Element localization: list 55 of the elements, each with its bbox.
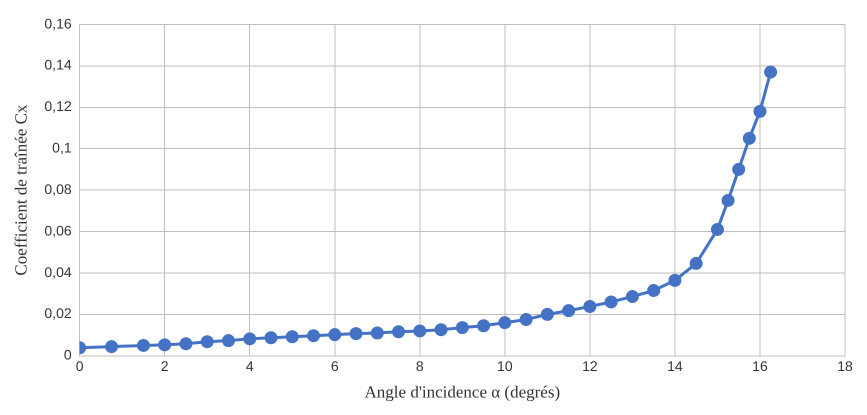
x-tick-label: 0 (76, 358, 84, 374)
point (764, 66, 778, 79)
point (626, 290, 639, 304)
point (498, 316, 512, 330)
y-tick-label: 0,14 (44, 56, 72, 73)
x-tick-label: 14 (667, 358, 683, 374)
point (328, 328, 342, 342)
point (722, 194, 735, 207)
point (647, 284, 660, 298)
point (668, 274, 682, 287)
point (350, 327, 363, 340)
y-tick-label: 0,04 (44, 264, 72, 280)
point (520, 313, 533, 326)
point (243, 332, 256, 346)
point (753, 104, 766, 118)
point (392, 325, 406, 338)
point (583, 300, 596, 314)
point (434, 323, 448, 336)
x-tick-label: 6 (330, 358, 339, 374)
x-tick-label: 2 (160, 358, 169, 374)
point (179, 337, 192, 350)
point (690, 256, 703, 270)
point (732, 162, 746, 176)
point (158, 338, 172, 352)
point (540, 308, 554, 321)
point (477, 319, 490, 332)
x-tick-label: 12 (582, 358, 598, 374)
x-tick-label: 10 (497, 358, 513, 374)
y-axis-title: Coefficient de traînée Cx (12, 104, 31, 276)
point (742, 132, 756, 145)
point (370, 326, 384, 340)
point (307, 329, 320, 342)
point (264, 331, 278, 344)
x-tick-label: 16 (752, 358, 768, 374)
x-tick-label: 4 (246, 358, 254, 374)
y-tick-label: 0,08 (44, 180, 72, 197)
x-tick-label: 8 (416, 358, 424, 374)
point (286, 330, 299, 344)
y-tick-label: 0,06 (44, 222, 72, 238)
point (456, 321, 469, 334)
point (136, 338, 150, 352)
point (710, 222, 724, 236)
y-tick-label: 0,16 (44, 15, 72, 32)
point (200, 335, 214, 348)
y-tick-label: 0,12 (44, 98, 72, 114)
y-tick-label: 0,1 (52, 140, 72, 156)
x-axis-title: Angle d'incidence α (degrés) (364, 382, 560, 402)
point (604, 295, 618, 308)
point (413, 324, 426, 338)
x-tick-label: 18 (837, 358, 853, 374)
point (222, 334, 235, 348)
y-tick-label: 0 (64, 346, 72, 363)
point (105, 340, 118, 354)
point (562, 304, 576, 318)
y-tick-label: 0,02 (44, 305, 72, 322)
